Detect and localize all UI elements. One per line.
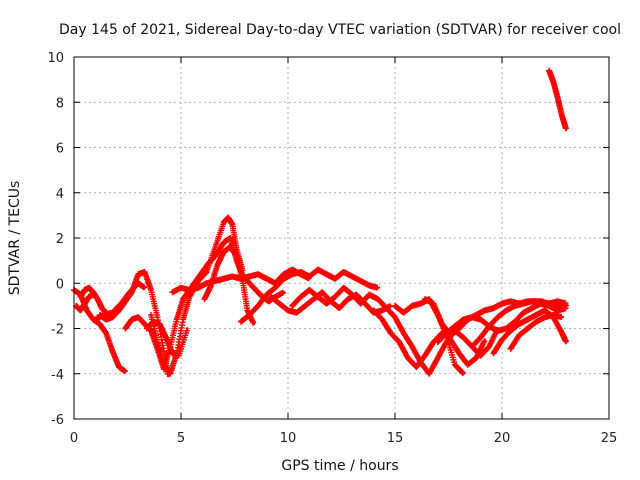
point-marker: [183, 327, 190, 334]
x-axis-label: GPS time / hours: [281, 458, 398, 474]
series-sat-track-8: [143, 318, 190, 359]
series-sat-track-13: [289, 284, 501, 377]
series-sat-track-19: [490, 307, 569, 357]
y-axis-label: SDTVAR / TECUs: [7, 181, 23, 296]
point-marker: [562, 338, 569, 345]
x-tick-label: 25: [601, 431, 618, 446]
point-marker: [280, 289, 287, 296]
series-sat-track-9: [169, 266, 312, 296]
axis-ticks: 0 5 10 15 20 25 -6 -4 -2 0 2 4 6 8 10: [47, 51, 617, 446]
x-tick-label: 20: [494, 431, 511, 446]
point-marker: [562, 300, 569, 307]
y-tick-label: -4: [51, 368, 64, 383]
point-marker: [459, 369, 466, 376]
point-marker: [250, 319, 257, 326]
point-marker: [558, 313, 565, 320]
y-tick-label: -2: [51, 323, 64, 338]
series-sat-track-3: [77, 284, 109, 316]
point-marker: [141, 284, 148, 291]
x-tick-label: 10: [280, 431, 297, 446]
series-sat-track-18: [469, 298, 569, 350]
chart-title: Day 145 of 2021, Sidereal Day-to-day VTE…: [59, 22, 621, 38]
point-marker: [481, 338, 488, 345]
y-tick-label: 2: [56, 232, 64, 247]
point-marker: [374, 284, 381, 291]
y-tick-label: 6: [56, 142, 64, 157]
point-marker: [562, 125, 569, 132]
y-tick-label: 8: [56, 96, 64, 111]
series-sat-track-11: [237, 266, 381, 325]
y-tick-label: -6: [51, 413, 64, 428]
data-points: [71, 67, 569, 378]
series-sat-track-20: [507, 311, 565, 352]
y-tick-label: 10: [47, 51, 64, 66]
x-tick-label: 0: [70, 431, 78, 446]
x-tick-label: 5: [177, 431, 185, 446]
grid-lines: [74, 57, 609, 419]
y-tick-label: 0: [56, 277, 64, 292]
series-sat-track-21: [546, 67, 569, 132]
x-tick-label: 15: [387, 431, 404, 446]
point-marker: [121, 368, 128, 375]
point-marker: [459, 369, 466, 376]
y-tick-label: 4: [56, 187, 64, 202]
series-sat-track-5: [92, 280, 148, 323]
series-sat-track-15: [392, 296, 466, 376]
